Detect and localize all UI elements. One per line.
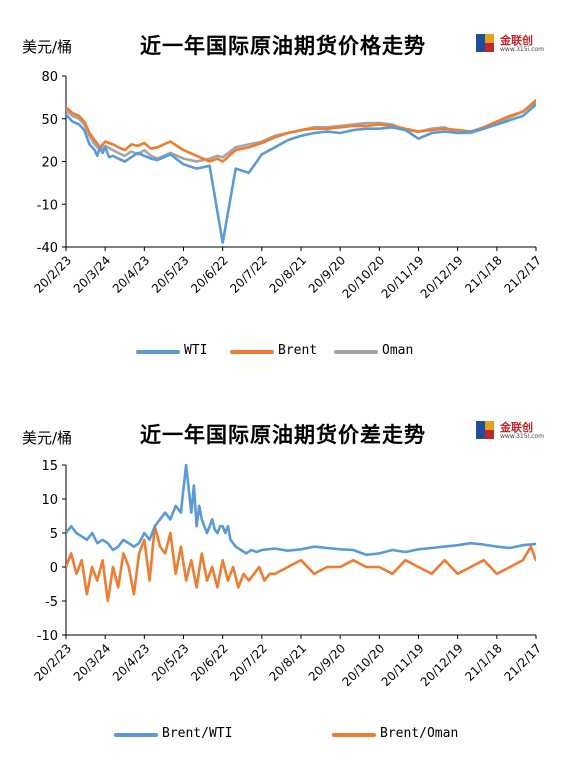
jinlianchuang-logo-icon bbox=[476, 34, 494, 52]
x-tick-label: 21/1/18 bbox=[462, 253, 505, 296]
x-tick-label: 20/4/23 bbox=[110, 253, 153, 296]
y-axis-unit-label: 美元/桶 bbox=[22, 429, 73, 447]
y-tick-label: 50 bbox=[41, 113, 58, 128]
x-tick-label: 20/3/24 bbox=[71, 253, 114, 296]
x-tick-label: 21/1/18 bbox=[462, 641, 505, 684]
y-tick-label: 10 bbox=[41, 493, 58, 508]
legend-label-brent-oman: Brent/Oman bbox=[380, 726, 459, 741]
jinlianchuang-logo-icon bbox=[476, 421, 494, 439]
legend-swatch-wti bbox=[136, 350, 180, 354]
x-tick-label: 20/7/22 bbox=[227, 253, 270, 296]
legend-label-wti: WTI bbox=[184, 343, 208, 358]
y-tick-label: -10 bbox=[37, 198, 58, 213]
x-tick-label: 20/12/19 bbox=[418, 253, 466, 301]
y-tick-label: -40 bbox=[37, 241, 58, 256]
x-tick-label: 21/2/17 bbox=[502, 253, 545, 296]
price-chart-panel: 近一年国际原油期货价格走势 美元/桶 金联创 www.315i.com -40-… bbox=[22, 30, 546, 358]
logo-subtext: www.315i.com bbox=[500, 46, 544, 53]
x-tick-label: 20/2/23 bbox=[32, 253, 75, 296]
series-line-brent-wti bbox=[66, 464, 536, 557]
legend-swatch-brent-oman bbox=[332, 733, 376, 737]
y-tick-label: -10 bbox=[37, 629, 58, 644]
legend-swatch-brent bbox=[230, 350, 274, 354]
x-tick-label: 20/4/23 bbox=[110, 641, 153, 684]
price-chart-plot: -40 -10 20 50 80 20/2/2320/3/2420/4/2320/5/23… bbox=[32, 70, 545, 301]
y-tick-label: 15 bbox=[41, 459, 58, 474]
spread-chart-plot: -10-505101520/2/2320/3/2420/4/2320/5/232… bbox=[32, 459, 545, 689]
series-line-brent bbox=[66, 98, 536, 163]
y-tick-label: 0 bbox=[50, 561, 58, 576]
y-tick-label: -5 bbox=[45, 595, 58, 610]
x-tick-label: 20/6/22 bbox=[188, 253, 231, 296]
x-tick-label: 20/12/19 bbox=[418, 641, 466, 689]
chart-title: 近一年国际原油期货价格走势 bbox=[140, 34, 426, 58]
y-tick-label: 20 bbox=[41, 156, 58, 171]
y-axis-unit-label: 美元/桶 bbox=[22, 38, 73, 56]
logo-text: 金联创 bbox=[500, 421, 533, 434]
x-tick-label: 20/2/23 bbox=[32, 641, 75, 684]
legend-label-brent-wti: Brent/WTI bbox=[162, 726, 233, 741]
x-tick-label: 20/5/23 bbox=[149, 641, 192, 684]
series-line-oman bbox=[66, 100, 536, 163]
x-tick-label: 20/8/21 bbox=[267, 641, 310, 684]
series-line-wti bbox=[66, 103, 536, 244]
logo: 金联创 www.315i.com bbox=[474, 417, 546, 447]
logo: 金联创 www.315i.com bbox=[474, 30, 546, 60]
x-tick-label: 20/5/23 bbox=[149, 253, 192, 296]
x-tick-label: 20/7/22 bbox=[227, 641, 270, 684]
legend-label-brent: Brent bbox=[278, 343, 318, 358]
x-tick-label: 21/2/17 bbox=[502, 641, 545, 684]
logo-text: 金联创 bbox=[500, 34, 533, 47]
legend-label-oman: Oman bbox=[382, 343, 414, 358]
x-tick-label: 20/6/22 bbox=[188, 641, 231, 684]
series-line-brent-oman bbox=[66, 524, 536, 603]
legend-swatch-oman bbox=[334, 350, 378, 354]
y-tick-label: 5 bbox=[50, 527, 58, 542]
chart-title: 近一年国际原油期货价差走势 bbox=[140, 423, 426, 447]
y-tick-label: 80 bbox=[41, 70, 58, 85]
x-tick-label: 20/8/21 bbox=[267, 253, 310, 296]
spread-chart-panel: 近一年国际原油期货价差走势 美元/桶 金联创 www.315i.com -10 -… bbox=[0, 381, 566, 762]
x-tick-label: 20/3/24 bbox=[71, 641, 114, 684]
legend-swatch-brent-wti bbox=[114, 733, 158, 737]
logo-subtext: www.315i.com bbox=[500, 433, 544, 440]
